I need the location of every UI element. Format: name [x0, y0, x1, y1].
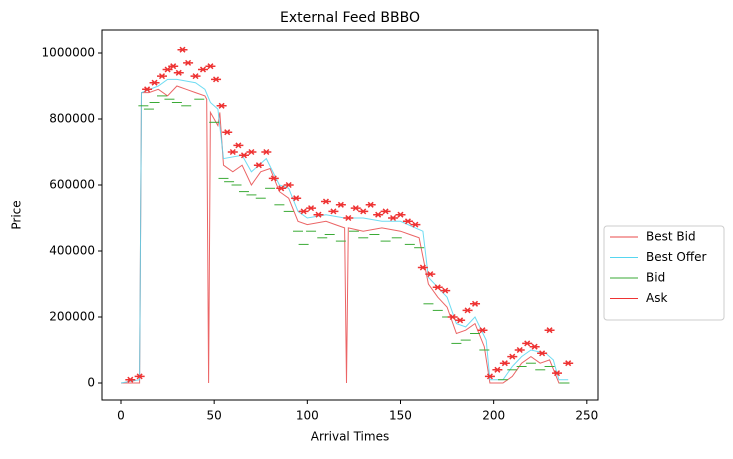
ask-marker	[492, 366, 503, 373]
ask-marker	[233, 142, 244, 149]
ask-marker	[253, 162, 264, 169]
ask-marker	[537, 350, 548, 357]
ask-marker	[197, 66, 208, 73]
series-line	[120, 78, 569, 384]
x-tick-label: 50	[207, 409, 222, 423]
ask-marker	[298, 208, 309, 215]
x-axis-label: Arrival Times	[311, 430, 389, 444]
plot-area	[120, 46, 574, 384]
ask-marker	[380, 208, 391, 215]
x-tick-label: 100	[296, 409, 319, 423]
ask-marker	[477, 327, 488, 334]
ask-marker	[440, 287, 451, 294]
plot-frame	[101, 29, 599, 401]
ask-marker	[552, 370, 563, 377]
ask-marker	[238, 152, 249, 159]
ask-marker	[313, 211, 324, 218]
ask-marker	[142, 86, 153, 93]
ask-marker	[529, 343, 540, 350]
ask-marker	[425, 271, 436, 278]
ask-marker	[343, 214, 354, 222]
ask-marker	[183, 59, 194, 66]
ask-marker	[335, 201, 346, 208]
ask-marker	[261, 148, 272, 156]
x-tick-label: 150	[389, 409, 412, 423]
ask-marker	[462, 307, 473, 314]
ask-marker	[283, 181, 294, 189]
ask-marker	[134, 373, 145, 380]
legend-label: Best Bid	[646, 230, 696, 244]
ask-marker	[544, 327, 555, 334]
ask-marker	[125, 376, 136, 383]
ask-marker	[417, 264, 428, 271]
x-tick-label: 0	[117, 409, 125, 423]
legend-box	[603, 225, 725, 321]
ask-marker	[499, 360, 510, 367]
ask-marker	[222, 129, 233, 136]
ask-marker	[205, 63, 216, 70]
ask-marker	[447, 313, 458, 321]
ask-marker	[373, 211, 384, 218]
legend-label: Ask	[646, 291, 667, 305]
ask-marker	[306, 205, 317, 212]
ask-marker	[410, 221, 421, 228]
ask-marker	[276, 185, 287, 192]
ask-marker	[177, 46, 188, 53]
ask-marker	[563, 360, 574, 367]
y-tick-label: 400000	[49, 244, 95, 258]
x-tick-label: 200	[482, 409, 505, 423]
ask-marker	[268, 175, 279, 182]
y-tick-label: 600000	[49, 178, 95, 192]
legend-label: Best Offer	[646, 250, 706, 264]
ask-marker	[173, 69, 184, 76]
ask-marker	[246, 148, 257, 156]
ask-marker	[514, 346, 525, 354]
ask-marker	[455, 317, 466, 324]
y-tick-label: 800000	[49, 112, 95, 126]
ask-marker	[168, 63, 179, 70]
series-line	[121, 85, 569, 384]
ask-marker	[320, 198, 331, 205]
ask-marker	[227, 148, 238, 156]
ask-marker	[190, 73, 201, 80]
y-axis-label: Price	[10, 200, 24, 229]
ask-marker	[211, 76, 222, 83]
y-tick-label: 1000000	[42, 46, 95, 60]
y-tick-label: 200000	[49, 310, 95, 324]
ask-marker	[388, 214, 399, 222]
ask-marker	[156, 73, 167, 80]
ask-marker	[149, 79, 160, 86]
ask-marker	[350, 205, 361, 212]
ask-marker	[522, 340, 533, 347]
ask-marker	[328, 208, 339, 215]
ask-marker	[162, 66, 173, 73]
ask-marker	[216, 102, 227, 109]
ask-marker	[507, 353, 518, 360]
y-tick-label: 0	[87, 376, 95, 390]
chart-title: External Feed BBBO	[280, 10, 420, 26]
x-tick-label: 250	[575, 409, 598, 423]
legend-label: Bid	[646, 271, 665, 285]
ask-marker	[291, 195, 302, 202]
ask-marker	[484, 373, 495, 380]
ask-marker	[365, 201, 376, 208]
ask-marker	[358, 208, 369, 215]
ask-marker	[402, 218, 413, 225]
ask-marker	[395, 211, 406, 218]
ask-marker	[432, 284, 443, 291]
ask-marker	[470, 300, 481, 307]
